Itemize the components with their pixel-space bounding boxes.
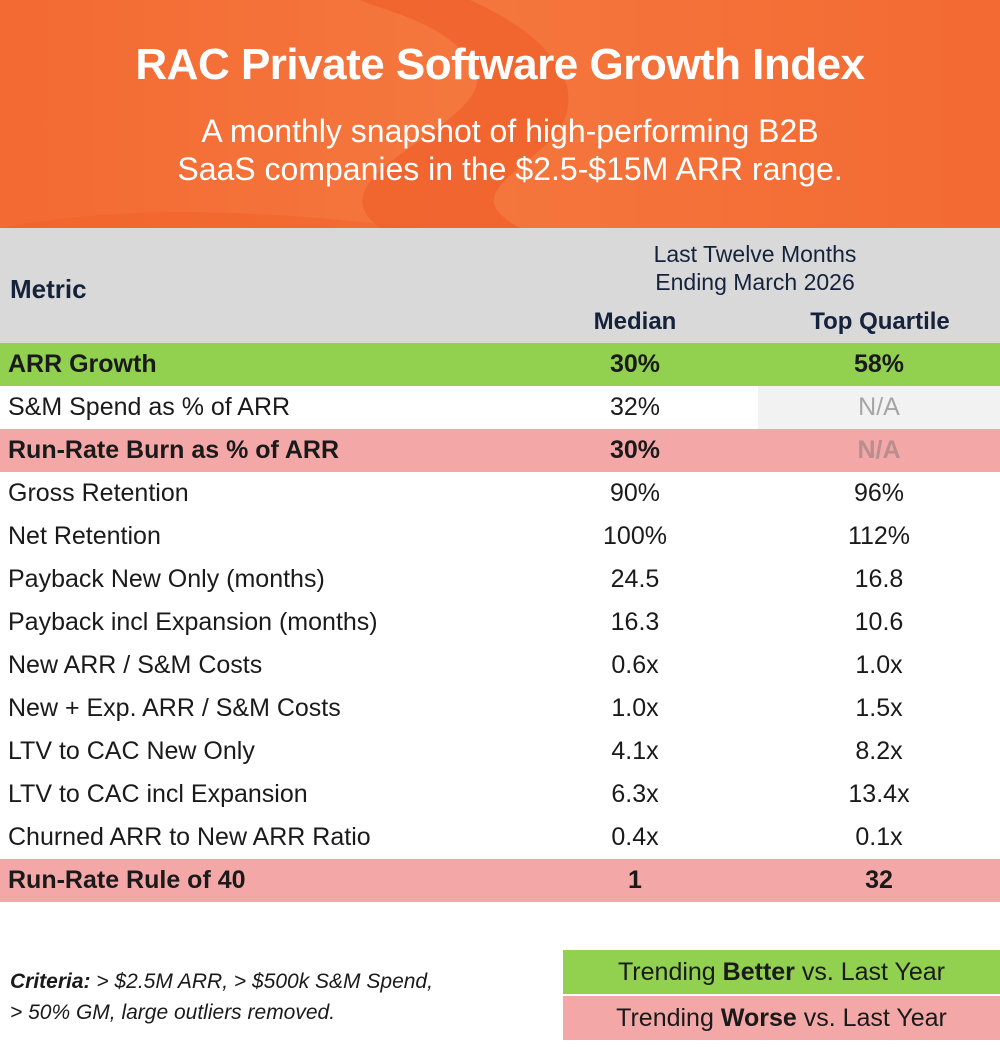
page-subtitle: A monthly snapshot of high-performing B2…	[110, 112, 910, 188]
top-quartile-column-header: Top Quartile	[810, 308, 950, 335]
criteria-text-2: > 50% GM, large outliers removed.	[10, 1001, 336, 1024]
metric-name: Payback incl Expansion (months)	[8, 608, 378, 636]
median-value: 30%	[609, 350, 661, 378]
top-quartile-value: 1.5x	[855, 694, 903, 722]
top-quartile-value: N/A	[857, 436, 901, 464]
subtitle-line-2: SaaS companies in the $2.5-$15M ARR rang…	[177, 151, 843, 187]
top-quartile-value: 32	[865, 866, 893, 894]
criteria-note: Criteria: > $2.5M ARR, > $500k S&M Spend…	[10, 966, 550, 1028]
metric-name: LTV to CAC incl Expansion	[8, 780, 308, 808]
top-quartile-value: 96%	[853, 479, 905, 507]
table-row: ARR Growth 30% 58%	[0, 343, 1000, 386]
top-quartile-value: 0.1x	[855, 823, 903, 851]
banner-swoosh-graphic	[0, 0, 569, 228]
median-value: 32%	[609, 393, 661, 421]
metric-name: S&M Spend as % of ARR	[8, 393, 291, 421]
table-row: LTV to CAC New Only 4.1x 8.2x	[0, 730, 1000, 773]
top-quartile-value: 10.6	[854, 608, 904, 636]
table-row: LTV to CAC incl Expansion 6.3x 13.4x	[0, 773, 1000, 816]
top-quartile-value: 8.2x	[855, 737, 903, 765]
median-value: 1	[628, 866, 642, 894]
median-value: 4.1x	[611, 737, 659, 765]
table-row: Payback incl Expansion (months) 16.3 10.6	[0, 601, 1000, 644]
median-column-header: Median	[593, 308, 677, 335]
legend-better-bold: Better	[722, 958, 795, 986]
median-value: 16.3	[610, 608, 660, 636]
median-value: 100%	[603, 522, 667, 550]
table-row: Payback New Only (months) 24.5 16.8	[0, 558, 1000, 601]
metric-name: New + Exp. ARR / S&M Costs	[8, 694, 341, 722]
period-header: Last Twelve Months Ending March 2026	[590, 240, 920, 296]
metric-name: ARR Growth	[8, 350, 157, 378]
median-value: 6.3x	[611, 780, 659, 808]
metric-name: Churned ARR to New ARR Ratio	[8, 823, 371, 851]
legend-worse-bold: Worse	[720, 1004, 797, 1032]
legend-better-suffix: vs. Last Year	[794, 958, 946, 986]
table-row: Net Retention 100% 112%	[0, 515, 1000, 558]
subtitle-line-1: A monthly snapshot of high-performing B2…	[201, 113, 819, 149]
metric-name: LTV to CAC New Only	[8, 737, 255, 765]
median-value: 24.5	[610, 565, 660, 593]
legend-worse-prefix: Trending	[616, 1004, 721, 1032]
table-row: Run-Rate Burn as % of ARR 30% N/A	[0, 429, 1000, 472]
table-header: Metric Last Twelve Months Ending March 2…	[0, 228, 1000, 343]
table-row: Run-Rate Rule of 40 1 32	[0, 859, 1000, 902]
top-quartile-value: 1.0x	[855, 651, 903, 679]
table-row: New + Exp. ARR / S&M Costs 1.0x 1.5x	[0, 687, 1000, 730]
top-quartile-value: 112%	[847, 522, 911, 550]
metric-column-header: Metric	[10, 274, 87, 304]
metrics-table: ARR Growth 30% 58% S&M Spend as % of ARR 32%…	[0, 343, 1000, 902]
criteria-line-1: Criteria: > $2.5M ARR, > $500k S&M Spend…	[10, 966, 550, 997]
top-quartile-value: 58%	[853, 350, 905, 378]
median-value: 30%	[609, 436, 661, 464]
period-line-1: Last Twelve Months	[653, 241, 857, 267]
metric-name: Run-Rate Rule of 40	[8, 866, 246, 894]
criteria-label: Criteria:	[10, 970, 91, 993]
table-row: Gross Retention 90% 96%	[0, 472, 1000, 515]
criteria-text-1: > $2.5M ARR, > $500k S&M Spend,	[90, 970, 433, 993]
legend-better-prefix: Trending	[617, 958, 723, 986]
legend-worse-suffix: vs. Last Year	[796, 1004, 947, 1032]
median-value: 0.6x	[611, 651, 659, 679]
median-value: 1.0x	[611, 694, 659, 722]
metric-name: Gross Retention	[8, 479, 189, 507]
metric-name: Payback New Only (months)	[8, 565, 325, 593]
median-value: 90%	[609, 479, 661, 507]
top-quartile-value: 16.8	[854, 565, 904, 593]
table-row: S&M Spend as % of ARR 32% N/A	[0, 386, 1000, 429]
metric-name: New ARR / S&M Costs	[8, 651, 263, 679]
legend-trending-better: Trending Better vs. Last Year	[563, 950, 1000, 994]
median-value: 0.4x	[611, 823, 659, 851]
metric-name: Net Retention	[8, 522, 161, 550]
period-line-2: Ending March 2026	[655, 269, 855, 295]
table-row: Churned ARR to New ARR Ratio 0.4x 0.1x	[0, 816, 1000, 859]
top-quartile-value: 13.4x	[848, 780, 910, 808]
table-row: New ARR / S&M Costs 0.6x 1.0x	[0, 644, 1000, 687]
legend-trending-worse: Trending Worse vs. Last Year	[563, 996, 1000, 1040]
metric-name: Run-Rate Burn as % of ARR	[8, 436, 340, 464]
header-banner: RAC Private Software Growth Index A mont…	[0, 0, 1000, 228]
top-quartile-value: N/A	[758, 386, 1000, 429]
page-title: RAC Private Software Growth Index	[135, 40, 865, 89]
